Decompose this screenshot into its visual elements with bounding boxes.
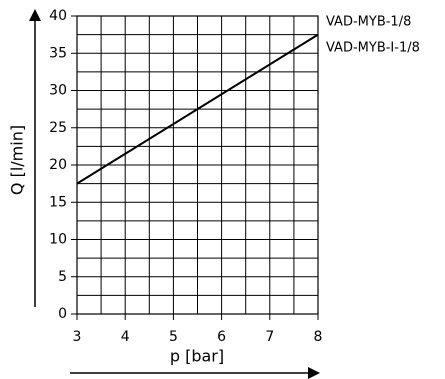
x-axis-title: p [bar] bbox=[170, 347, 224, 366]
series-label-vad-myb: VAD-MYB-1/8 bbox=[326, 15, 411, 30]
x-tick-label: 6 bbox=[217, 329, 226, 345]
series-label-vad-myb-i: VAD-MYB-I-1/8 bbox=[326, 41, 420, 56]
y-tick-label: 30 bbox=[49, 83, 67, 99]
x-tick-label: 7 bbox=[265, 329, 274, 345]
series-line-1 bbox=[76, 33, 319, 185]
y-tick-label: 15 bbox=[49, 194, 67, 210]
y-tick-label: 10 bbox=[49, 232, 67, 248]
y-tick-label: 40 bbox=[49, 8, 67, 24]
y-tick-label: 25 bbox=[49, 120, 67, 136]
x-tick-label: 5 bbox=[169, 329, 178, 345]
y-tick-label: 0 bbox=[58, 306, 67, 322]
series-labels: VAD-MYB-1/8 VAD-MYB-I-1/8 bbox=[326, 15, 420, 56]
series-layer bbox=[76, 33, 319, 185]
y-tick-label: 20 bbox=[49, 157, 67, 173]
grid-layer bbox=[76, 15, 319, 315]
x-tick-label: 4 bbox=[121, 329, 130, 345]
y-axis-title: Q [l/min] bbox=[8, 125, 27, 195]
ticks-layer: 0 5 10 15 20 25 30 35 40 3 4 5 6 7 8 bbox=[49, 8, 322, 345]
x-tick-label: 8 bbox=[314, 329, 323, 345]
y-tick-label: 35 bbox=[49, 45, 67, 61]
x-tick-label: 3 bbox=[73, 329, 82, 345]
y-tick-label: 5 bbox=[58, 269, 67, 285]
